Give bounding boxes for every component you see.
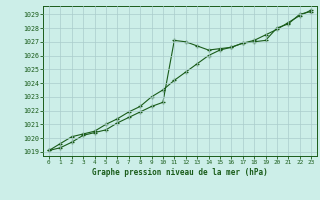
X-axis label: Graphe pression niveau de la mer (hPa): Graphe pression niveau de la mer (hPa) (92, 168, 268, 177)
